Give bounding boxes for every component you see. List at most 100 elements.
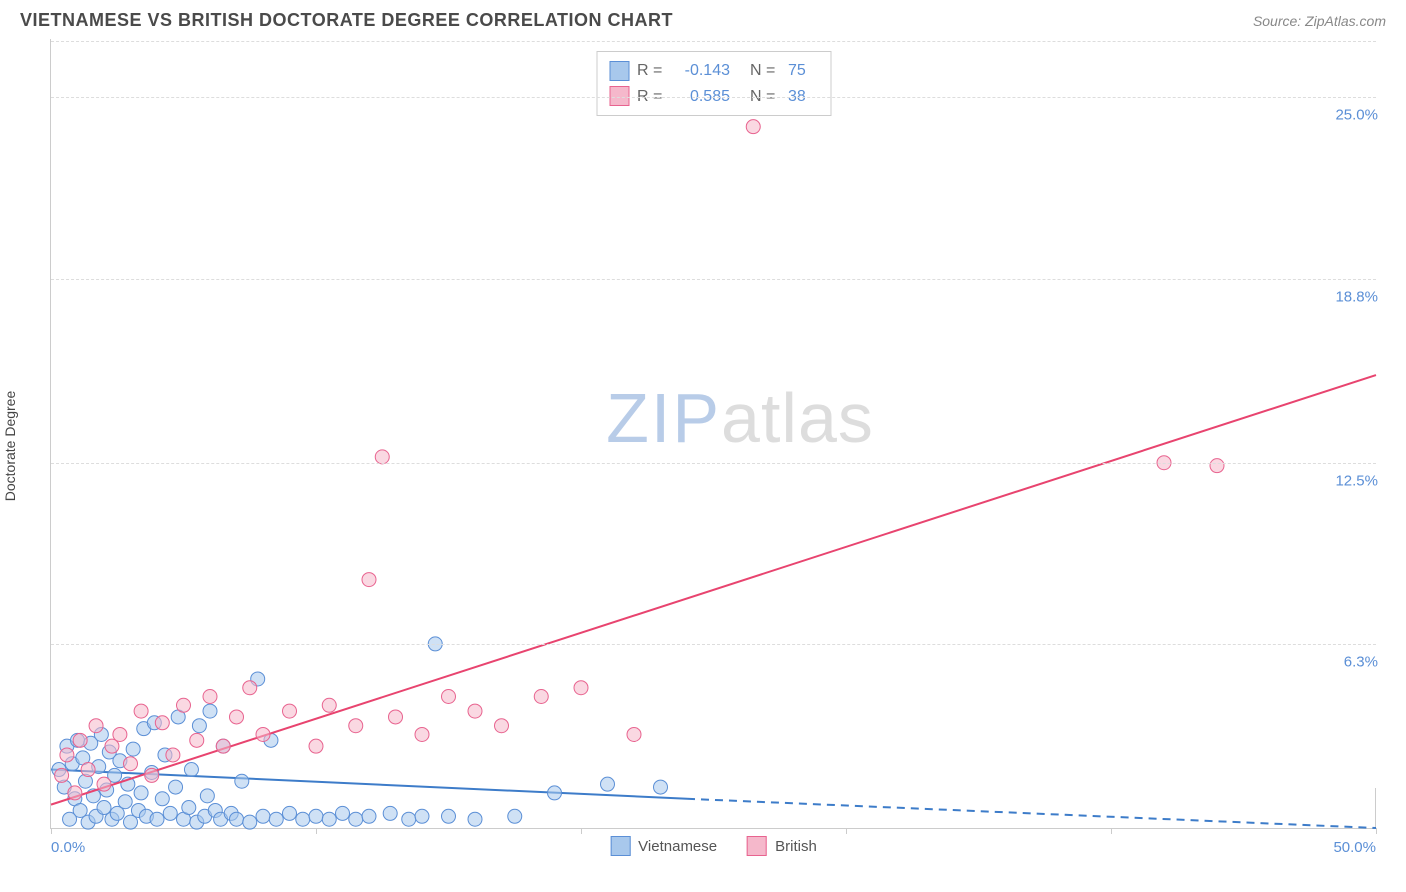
data-point — [1210, 459, 1224, 473]
trend-line — [51, 375, 1376, 805]
series-legend-item: Vietnamese — [610, 836, 717, 856]
chart-plot-area: ZIPatlas R =-0.143N =75R =0.585N =38 Vie… — [50, 39, 1376, 829]
gridline — [51, 279, 1376, 280]
legend-n-label: N = — [750, 58, 780, 84]
x-tick — [581, 828, 582, 834]
legend-swatch — [610, 836, 630, 856]
data-point — [349, 812, 363, 826]
y-axis-label: Doctorate Degree — [2, 391, 18, 502]
data-point — [256, 727, 270, 741]
data-point — [283, 704, 297, 718]
source-label: Source: ZipAtlas.com — [1253, 13, 1386, 29]
legend-r-value: 0.585 — [675, 84, 730, 110]
data-point — [574, 681, 588, 695]
data-point — [362, 809, 376, 823]
data-point — [89, 719, 103, 733]
y-tick-label: 6.3% — [1338, 653, 1378, 670]
data-point — [203, 704, 217, 718]
data-point — [230, 812, 244, 826]
data-point — [182, 801, 196, 815]
legend-n-value: 38 — [788, 84, 818, 110]
data-point — [283, 806, 297, 820]
data-point — [309, 809, 323, 823]
data-point — [81, 763, 95, 777]
data-point — [383, 806, 397, 820]
data-point — [163, 806, 177, 820]
data-point — [322, 698, 336, 712]
scatter-svg — [51, 39, 1376, 828]
data-point — [190, 733, 204, 747]
data-point — [145, 768, 159, 782]
data-point — [60, 748, 74, 762]
data-point — [97, 777, 111, 791]
correlation-legend: R =-0.143N =75R =0.585N =38 — [596, 51, 831, 116]
data-point — [362, 573, 376, 587]
data-point — [169, 780, 183, 794]
data-point — [269, 812, 283, 826]
data-point — [548, 786, 562, 800]
legend-swatch — [609, 86, 629, 106]
data-point — [216, 739, 230, 753]
data-point — [126, 742, 140, 756]
data-point — [155, 716, 169, 730]
series-legend-label: Vietnamese — [638, 838, 717, 855]
correlation-legend-row: R = 0.585 N = 38 — [609, 84, 818, 110]
data-point — [746, 120, 760, 134]
data-point — [627, 727, 641, 741]
data-point — [389, 710, 403, 724]
legend-r-label: R = — [637, 58, 667, 84]
data-point — [415, 809, 429, 823]
data-point — [256, 809, 270, 823]
legend-r-label: R = — [637, 84, 667, 110]
data-point — [177, 698, 191, 712]
data-point — [243, 815, 257, 829]
chart-title: VIETNAMESE VS BRITISH DOCTORATE DEGREE C… — [20, 10, 673, 31]
data-point — [55, 768, 69, 782]
y-tick-label: 25.0% — [1329, 107, 1378, 124]
gridline — [51, 41, 1376, 42]
gridline — [51, 97, 1376, 98]
correlation-legend-row: R =-0.143N =75 — [609, 58, 818, 84]
series-legend-item: British — [747, 836, 817, 856]
data-point — [243, 681, 257, 695]
data-point — [402, 812, 416, 826]
data-point — [442, 690, 456, 704]
legend-n-label: N = — [750, 84, 780, 110]
series-legend-label: British — [775, 838, 817, 855]
data-point — [118, 795, 132, 809]
data-point — [415, 727, 429, 741]
data-point — [468, 704, 482, 718]
data-point — [184, 763, 198, 777]
x-tick — [316, 828, 317, 834]
data-point — [495, 719, 509, 733]
legend-r-value: -0.143 — [675, 58, 730, 84]
data-point — [134, 786, 148, 800]
legend-swatch — [747, 836, 767, 856]
data-point — [468, 812, 482, 826]
x-tick — [846, 828, 847, 834]
data-point — [309, 739, 323, 753]
data-point — [192, 719, 206, 733]
series-legend: Vietnamese British — [610, 836, 817, 856]
data-point — [601, 777, 615, 791]
y-tick-label: 18.8% — [1329, 288, 1378, 305]
data-point — [200, 789, 214, 803]
data-point — [296, 812, 310, 826]
data-point — [654, 780, 668, 794]
data-point — [349, 719, 363, 733]
legend-swatch — [609, 61, 629, 81]
data-point — [534, 690, 548, 704]
x-tick — [1376, 828, 1377, 834]
data-point — [336, 806, 350, 820]
x-tick — [1111, 828, 1112, 834]
data-point — [166, 748, 180, 762]
data-point — [113, 727, 127, 741]
data-point — [230, 710, 244, 724]
data-point — [68, 786, 82, 800]
gridline — [51, 463, 1376, 464]
data-point — [235, 774, 249, 788]
data-point — [150, 812, 164, 826]
gridline — [51, 644, 1376, 645]
data-point — [73, 733, 87, 747]
data-point — [155, 792, 169, 806]
